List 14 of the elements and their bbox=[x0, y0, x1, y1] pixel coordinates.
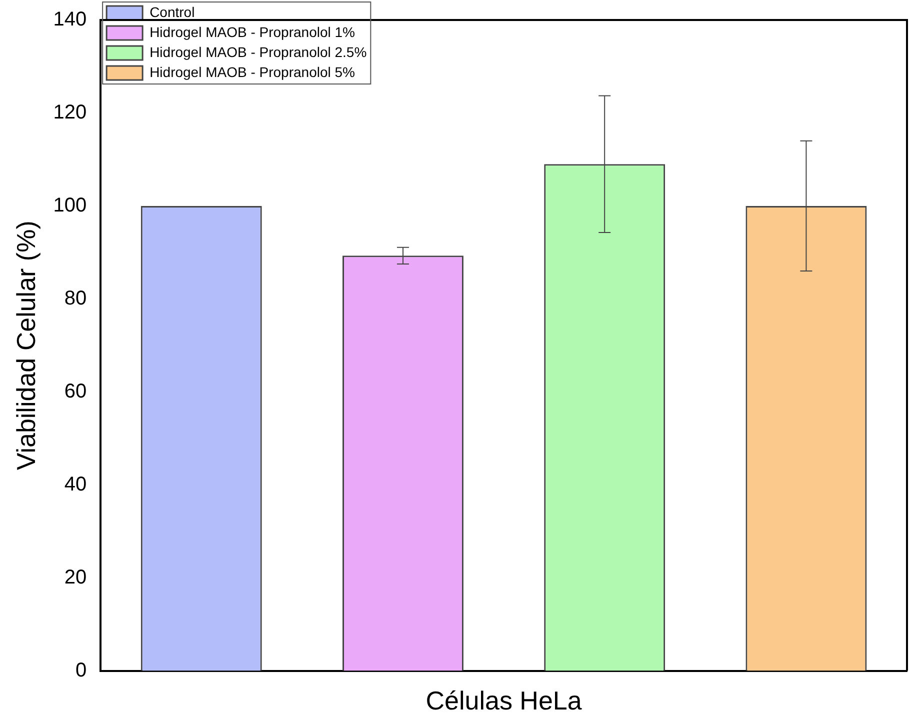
y-tick-label: 0 bbox=[75, 659, 87, 682]
legend-label: Control bbox=[150, 4, 195, 20]
y-tick-label: 60 bbox=[64, 380, 87, 402]
y-tick-label: 120 bbox=[53, 101, 87, 124]
legend-label: Hidrogel MAOB - Propranolol 5% bbox=[150, 64, 355, 80]
y-tick-label: 20 bbox=[64, 566, 87, 588]
y-tick-label: 40 bbox=[64, 473, 87, 496]
y-tick-label: 80 bbox=[64, 287, 87, 310]
x-axis-title: Células HeLa bbox=[426, 686, 582, 716]
legend-label: Hidrogel MAOB - Propranolol 2.5% bbox=[150, 44, 367, 60]
y-axis-title: Viabilidad Celular (%) bbox=[10, 220, 41, 470]
legend-label: Hidrogel MAOB - Propranolol 1% bbox=[150, 24, 355, 40]
y-tick-label: 140 bbox=[53, 8, 87, 31]
y-tick-label: 100 bbox=[53, 194, 87, 216]
